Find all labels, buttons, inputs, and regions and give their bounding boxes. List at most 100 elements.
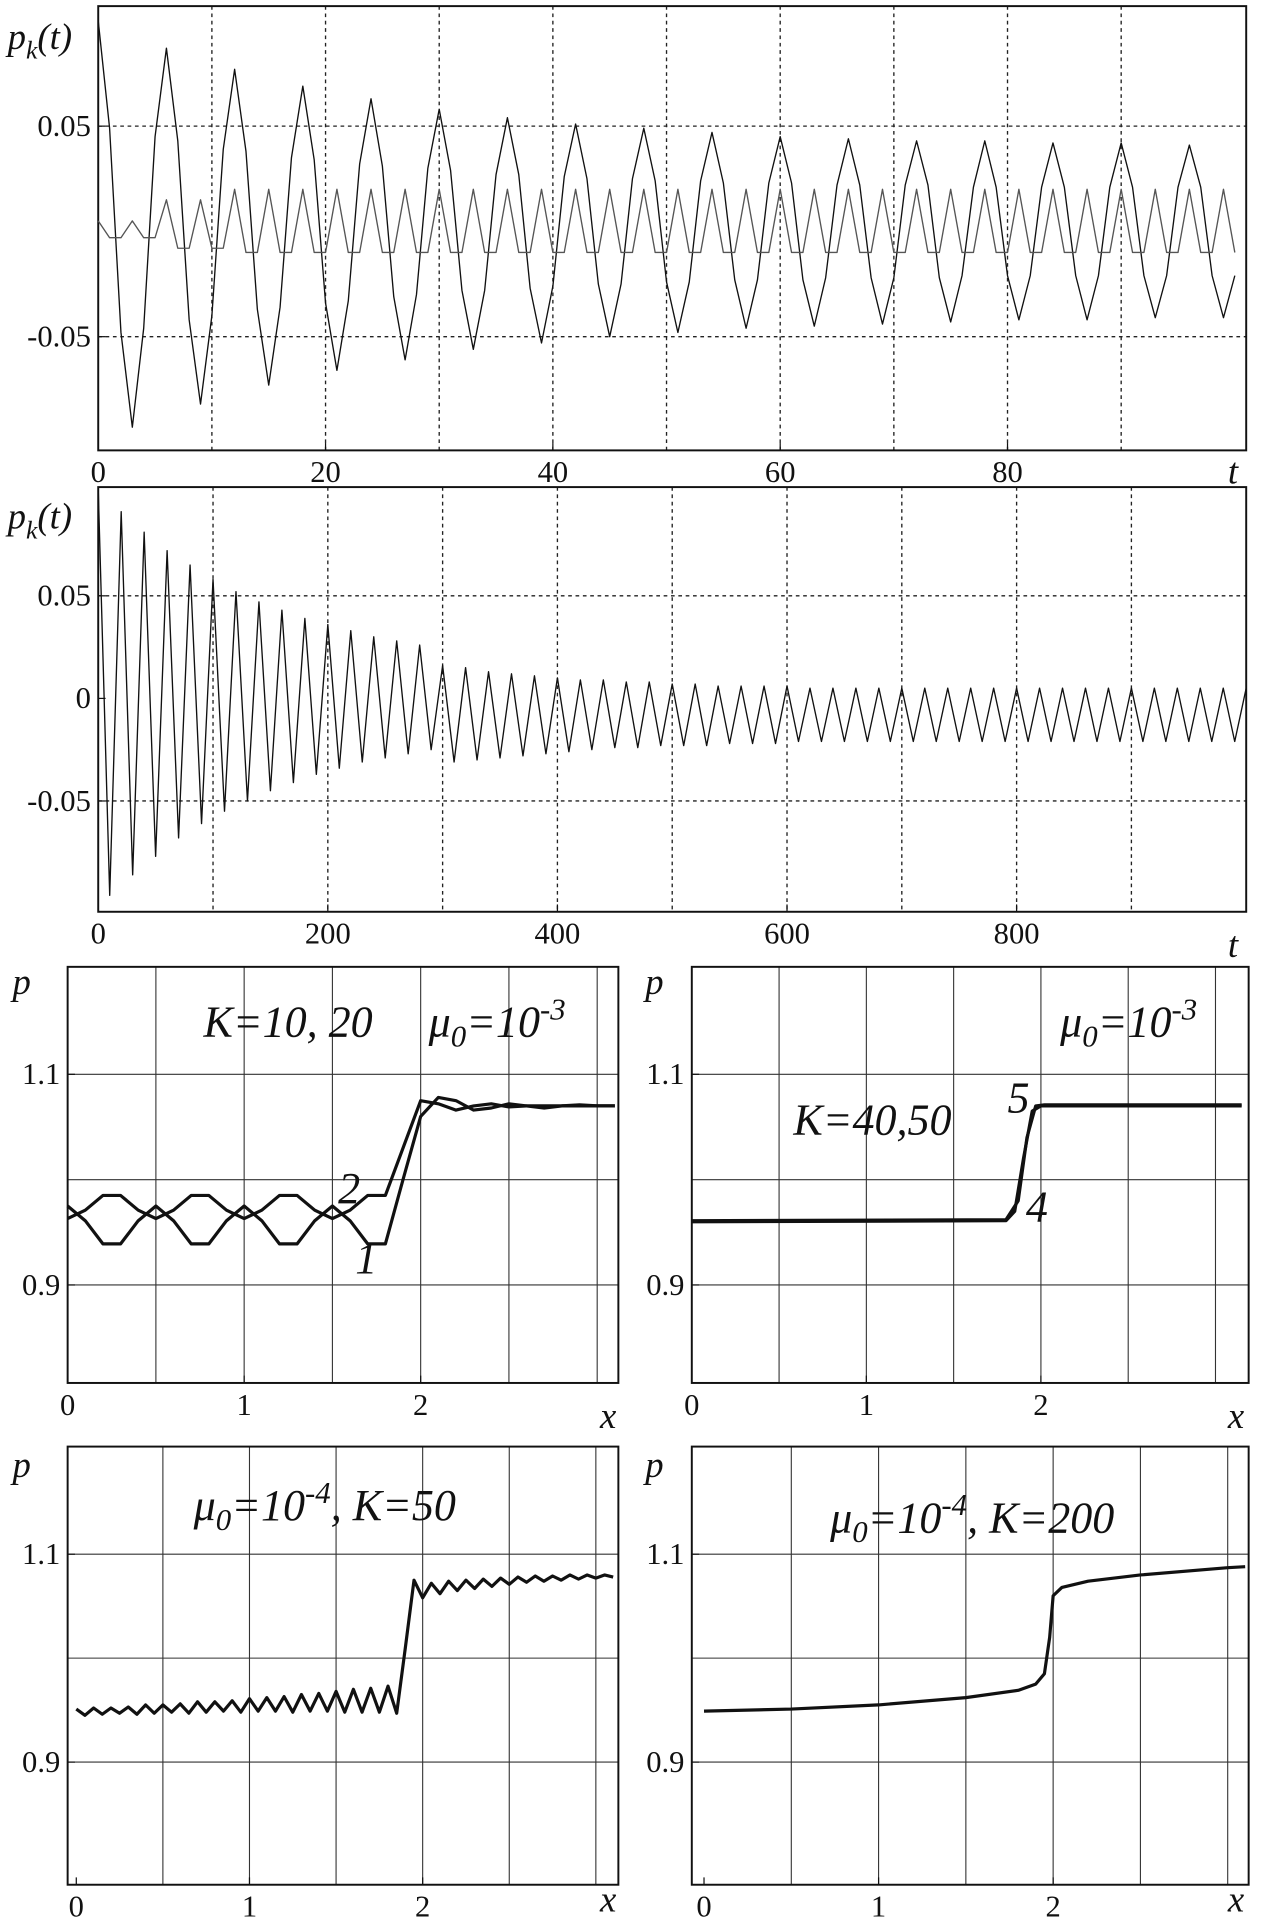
x-tick-label: 2 xyxy=(415,1890,430,1919)
x-axis-label: x xyxy=(599,1879,617,1919)
text-part: (t) xyxy=(37,16,72,57)
x-tick-label: 0 xyxy=(69,1890,84,1919)
text-part: μ xyxy=(1059,998,1082,1047)
text-part: 0 xyxy=(1082,1019,1098,1053)
series-label: 2 xyxy=(338,1164,360,1213)
x-tick-label: 2 xyxy=(413,1388,428,1422)
text-part: =10 xyxy=(1098,998,1172,1047)
text-part: -3 xyxy=(1172,992,1198,1026)
x-tick-label: 0 xyxy=(696,1890,711,1919)
text-part: p xyxy=(10,1444,31,1485)
y-axis-label: p xyxy=(10,1444,31,1485)
text-part: p xyxy=(10,961,31,1002)
x-tick-label: 1 xyxy=(871,1890,886,1919)
y-axis-label: p xyxy=(10,961,31,1002)
y-tick-label: 0 xyxy=(76,681,91,715)
text-part: K=40,50 xyxy=(792,1096,951,1145)
text-part: =10 xyxy=(868,1493,942,1542)
text-part: p xyxy=(642,1444,663,1485)
x-tick-label: 60 xyxy=(765,455,796,489)
series-label: 5 xyxy=(1008,1073,1030,1122)
text-part: p xyxy=(5,16,26,57)
plot-frame xyxy=(66,1445,620,1886)
series-label: 1 xyxy=(355,1234,377,1283)
text-part: 0 xyxy=(451,1019,467,1053)
y-axis-label: pk(t) xyxy=(5,16,72,65)
annotation: μ0=10-4, K=200 xyxy=(829,1488,1114,1549)
x-axis-label: x xyxy=(599,1395,617,1436)
y-tick-label: 0.9 xyxy=(22,1268,60,1302)
text-part: k xyxy=(26,515,38,544)
text-part: , K=200 xyxy=(967,1493,1114,1542)
x-tick-label: 80 xyxy=(992,455,1023,489)
data-line xyxy=(691,1103,1242,1223)
text-part: μ xyxy=(428,998,451,1047)
text-part: p xyxy=(642,961,663,1002)
plot-frame xyxy=(66,965,620,1384)
text-part: μ xyxy=(193,1481,216,1530)
text-part: 0 xyxy=(852,1515,868,1549)
y-tick-label: 0.9 xyxy=(646,1745,684,1779)
chart-panel: 0 200 400 600 800 -0.05 0 0.05 pk(t) t xyxy=(5,486,1248,965)
x-tick-label: 400 xyxy=(534,917,580,951)
chart-panel: 0 1 2 0.9 1.1 p x μ0=10-4, K=50 xyxy=(10,1444,620,1919)
plot-frame xyxy=(690,965,1250,1384)
text-part: 0 xyxy=(216,1503,232,1537)
text-part: -3 xyxy=(540,992,566,1026)
y-tick-label: 1.1 xyxy=(646,1057,684,1091)
text-part: K=10, 20 xyxy=(202,998,372,1047)
y-axis-label: p xyxy=(642,961,663,1002)
x-tick-label: 1 xyxy=(859,1388,874,1422)
data-line xyxy=(97,489,1247,897)
text-part: =10 xyxy=(231,1481,305,1530)
x-axis-label: t xyxy=(1228,450,1239,491)
text-part: k xyxy=(26,36,38,65)
annotation: K=40,50 xyxy=(792,1096,951,1145)
x-tick-label: 0 xyxy=(91,455,106,489)
x-tick-label: 0 xyxy=(60,1388,75,1422)
text-part: -4 xyxy=(941,1488,967,1522)
y-tick-label: 1.1 xyxy=(22,1057,60,1091)
x-tick-label: 2 xyxy=(1033,1388,1048,1422)
data-line xyxy=(66,1099,615,1221)
text-part: μ xyxy=(829,1493,852,1542)
y-tick-label: 0.05 xyxy=(37,109,91,143)
x-tick-label: 20 xyxy=(310,455,341,489)
annotation: K=10, 20 xyxy=(202,998,372,1047)
text-part: , K=50 xyxy=(331,1481,456,1530)
plot-frame xyxy=(97,486,1248,913)
x-tick-label: 1 xyxy=(237,1388,252,1422)
annotation: μ0=10-4, K=50 xyxy=(193,1476,456,1537)
x-tick-label: 40 xyxy=(538,455,569,489)
x-tick-label: 0 xyxy=(91,917,106,951)
annotation: μ0=10-3 xyxy=(1059,992,1197,1053)
plot-frame xyxy=(97,5,1248,452)
x-axis-label: x xyxy=(1227,1395,1245,1436)
y-tick-label: 1.1 xyxy=(646,1537,684,1571)
data-line xyxy=(97,20,1236,428)
y-tick-label: 0.05 xyxy=(37,579,91,613)
text-part: =10 xyxy=(466,998,540,1047)
series-label: 4 xyxy=(1026,1182,1048,1231)
x-axis-label: t xyxy=(1228,924,1239,965)
y-axis-label: p xyxy=(642,1444,663,1485)
y-axis-label: pk(t) xyxy=(5,496,72,545)
x-axis-label: x xyxy=(1227,1879,1245,1919)
x-tick-label: 0 xyxy=(684,1388,699,1422)
x-tick-label: 1 xyxy=(242,1890,257,1919)
data-line xyxy=(97,188,1236,254)
text-part: p xyxy=(5,496,26,537)
data-line xyxy=(75,1573,614,1717)
y-tick-label: -0.05 xyxy=(27,319,91,353)
chart-panel: 0 20 40 60 80 -0.05 0.05 pk(t) t xyxy=(5,5,1248,491)
y-tick-label: 1.1 xyxy=(22,1537,60,1571)
plot-frame xyxy=(690,1445,1250,1886)
annotation: μ0=10-3 xyxy=(428,992,566,1053)
y-tick-label: 0.9 xyxy=(22,1745,60,1779)
x-tick-label: 600 xyxy=(764,917,810,951)
x-tick-label: 800 xyxy=(994,917,1040,951)
y-tick-label: 0.9 xyxy=(646,1268,684,1302)
